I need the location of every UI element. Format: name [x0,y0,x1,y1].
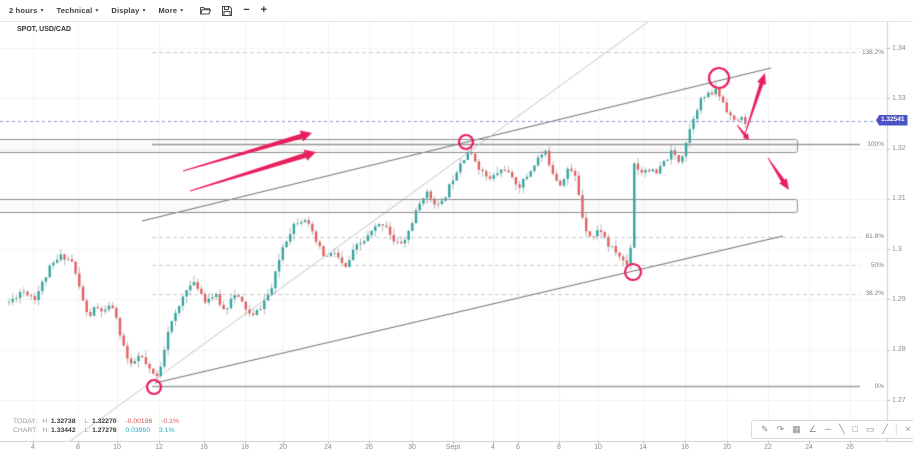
chevron-down-icon: ▾ [142,7,146,14]
time-tick-label: 8 [76,444,80,451]
open-folder-button[interactable] [200,6,212,15]
low-label: L: [84,418,91,425]
grid-table-icon[interactable]: ▦ [792,424,801,434]
price-tick-label: 1.28 [892,346,906,354]
price-stats: TODAY: H: 1.32738 L: 1.32270 -0.00196 -0… [13,417,186,435]
display-menu[interactable]: Display ▾ [111,6,145,15]
chart-change-value: 0.03950 [125,427,151,434]
price-tick-label: 1.31 [892,195,906,203]
diagonal-line-icon[interactable]: ╱ [882,424,888,434]
more-menu[interactable]: More ▾ [158,6,183,15]
high-label: H: [42,427,50,434]
chart-change-pct: 3.1% [159,427,175,434]
stats-row-chart: CHART: H: 1.33442 L: 1.27276 0.03950 3.1… [13,426,186,435]
low-label: L: [84,427,91,434]
time-tick-label: 20 [723,444,731,451]
drawing-toolbar: ✎ ↷ ▦ ∠ ─ ╲ □ ▭ ╱ │ × [751,420,913,439]
time-tick-label: 6 [516,444,520,451]
today-low-value: 1.32270 [91,418,117,425]
time-tick-label: 4 [31,444,35,451]
fib-level-label: 38.2% [865,290,884,298]
chevron-down-icon: ▾ [40,7,44,14]
time-tick-label: 26 [846,444,854,451]
fib-level-label: 0% [874,382,884,390]
price-tick-label: 1.27 [892,396,906,404]
technical-label: Technical [56,6,93,15]
stats-row-today: TODAY: H: 1.32738 L: 1.32270 -0.00196 -0… [13,417,186,426]
price-tick-label: 1.3 [892,245,902,253]
today-change-value: -0.00196 [125,418,153,425]
today-label: TODAY: [13,418,38,425]
trendline-icon[interactable]: ╲ [839,424,845,434]
time-tick-label: 8 [557,444,561,451]
rectangle-icon[interactable]: □ [852,424,858,434]
timeframe-label: 2 hours [9,6,38,15]
curve-arrow-icon[interactable]: ↷ [776,424,785,434]
price-tick-label: 1.29 [892,295,906,303]
zoom-out-button[interactable]: − [243,4,250,16]
top-toolbar: 2 hours ▾ Technical ▾ Display ▾ More ▾ −… [0,0,913,22]
high-label: H: [42,418,50,425]
more-label: More [158,6,178,15]
time-tick-label: 10 [594,444,602,451]
time-tick-label: 20 [279,444,287,451]
fib-level-label: 50% [870,261,884,269]
display-label: Display [111,6,140,15]
time-tick-label: 22 [764,444,772,451]
time-tick-label: 30 [408,444,416,451]
today-high-value: 1.32738 [50,418,76,425]
time-tick-label: 24 [324,444,332,451]
today-change-pct: -0.1% [161,418,179,425]
pen-icon[interactable]: ✎ [761,424,769,434]
time-tick-label: 26 [365,444,373,451]
time-tick-label: 14 [639,444,647,451]
fan-lines-icon[interactable]: ∠ [808,424,817,434]
time-tick-label: 18 [241,444,249,451]
horizontal-line-icon[interactable]: ─ [824,424,832,434]
price-tick-label: 1.32 [892,145,906,153]
time-tick-label: 4 [491,444,495,451]
time-tick-label: Sept [445,444,461,451]
price-tick-label: 1.33 [892,94,906,102]
time-tick-label: 10 [113,444,121,451]
symbol-label: SPOT, USD/CAD [17,26,72,33]
chevron-down-icon: ▾ [95,7,99,14]
chart-high-value: 1.33442 [51,427,76,434]
price-tick-label: 1.34 [892,44,906,52]
time-tick-label: 24 [805,444,813,451]
technical-menu[interactable]: Technical ▾ [57,6,99,15]
close-icon[interactable]: × [905,424,911,434]
chart-low-value: 1.27276 [92,427,117,434]
timeframe-dropdown[interactable]: 2 hours ▾ [9,6,44,15]
time-tick-label: 12 [155,444,163,451]
zoom-in-button[interactable]: + [260,4,268,16]
fib-level-label: 100% [867,140,884,148]
chevron-down-icon: ▾ [180,7,184,14]
time-tick-label: 16 [681,444,689,451]
save-button[interactable] [222,5,233,16]
last-price-badge: 1.32541 [876,115,908,126]
separator: │ [893,424,900,434]
fib-level-label: 138.2% [861,48,884,56]
fib-level-label: 61.8% [865,233,884,241]
chart-label: CHART: [13,427,38,434]
ruler-icon[interactable]: ▭ [865,424,875,434]
time-tick-label: 16 [200,444,208,451]
